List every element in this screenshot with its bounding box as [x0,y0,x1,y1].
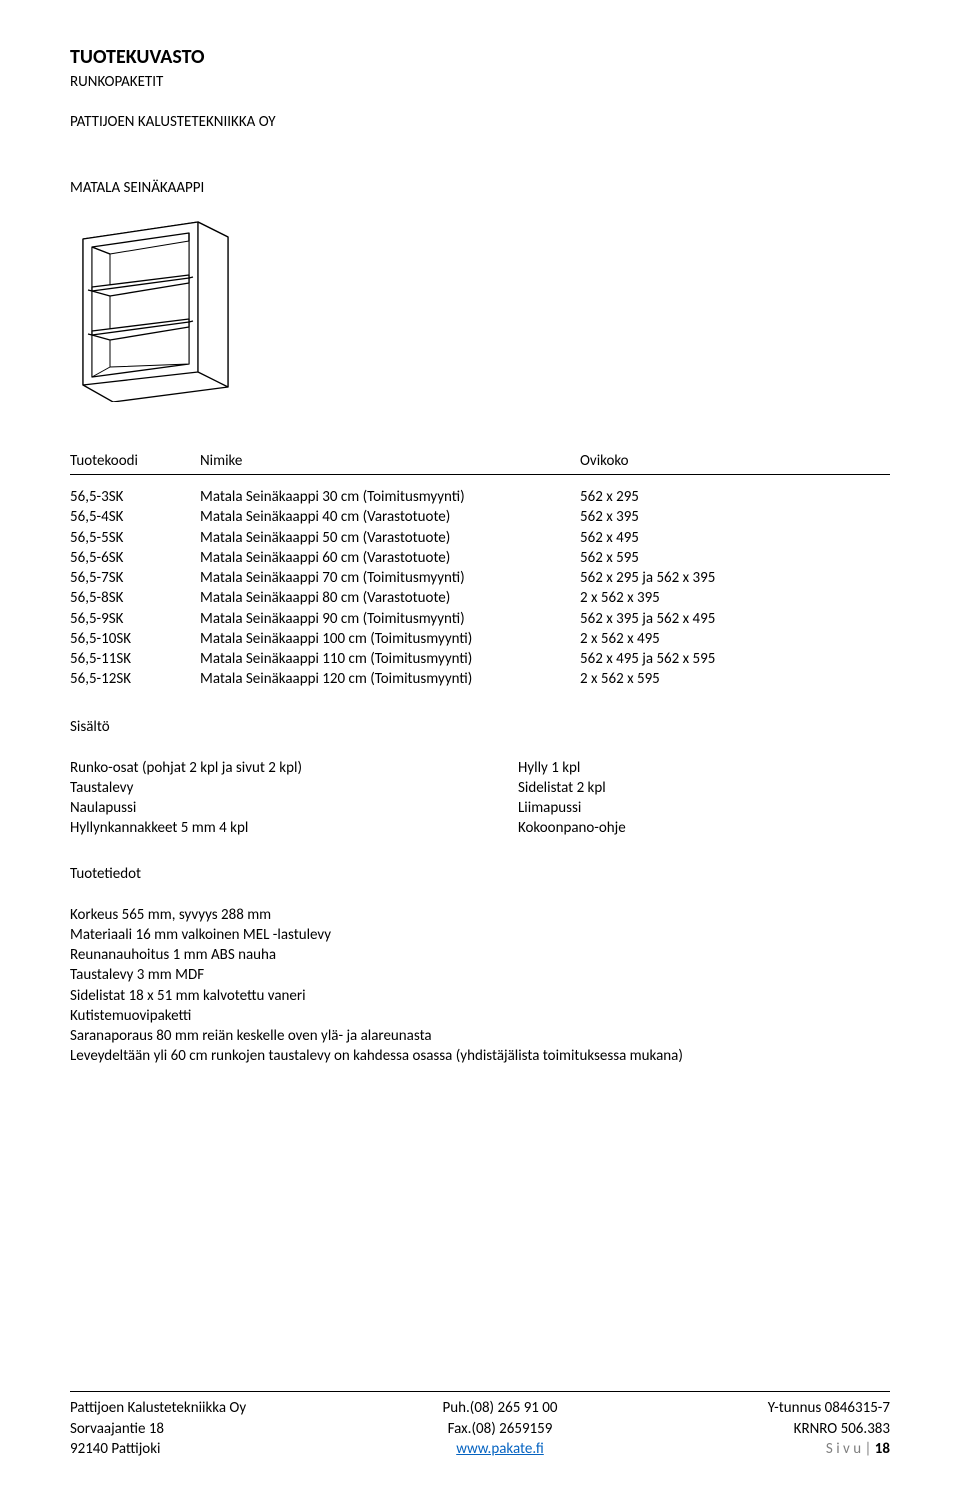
footer-row: Sorvaajantie 18 Fax.(08) 2659159 KRNRO 5… [70,1419,890,1439]
footer-phone: Puh.(08) 265 91 00 [370,1398,630,1418]
footer-website: www.pakate.fi [370,1439,630,1459]
details-line: Sidelistat 18 x 51 mm kalvotettu vaneri [70,986,890,1006]
cell-code: 56,5-4SK [70,507,200,527]
cell-name: Matala Seinäkaappi 120 cm (Toimitusmyynt… [200,669,580,689]
footer-company: Pattijoen Kalustetekniikka Oy [70,1398,370,1418]
page-label: S i v u [826,1440,861,1458]
cell-name: Matala Seinäkaappi 50 cm (Varastotuote) [200,528,580,548]
table-row: 56,5-5SKMatala Seinäkaappi 50 cm (Varast… [70,528,890,548]
cell-name: Matala Seinäkaappi 110 cm (Toimitusmyynt… [200,649,580,669]
footer-row: Pattijoen Kalustetekniikka Oy Puh.(08) 2… [70,1398,890,1418]
contents-item: Taustalevy [70,778,518,798]
contents-item: Sidelistat 2 kpl [518,778,890,798]
cell-name: Matala Seinäkaappi 30 cm (Toimitusmyynti… [200,487,580,507]
cell-code: 56,5-7SK [70,568,200,588]
column-header-code: Tuotekoodi [70,452,200,470]
details-line: Leveydeltään yli 60 cm runkojen taustale… [70,1046,890,1066]
table-row: 56,5-9SKMatala Seinäkaappi 90 cm (Toimit… [70,609,890,629]
contents-columns: Runko-osat (pohjat 2 kpl ja sivut 2 kpl)… [70,758,890,839]
details-title: Tuotetiedot [70,865,890,883]
cell-size: 562 x 595 [580,548,890,568]
cell-size: 2 x 562 x 495 [580,629,890,649]
document-subheading: RUNKOPAKETIT [70,73,890,91]
footer-address: Sorvaajantie 18 [70,1419,370,1439]
table-row: 56,5-7SKMatala Seinäkaappi 70 cm (Toimit… [70,568,890,588]
cell-name: Matala Seinäkaappi 70 cm (Toimitusmyynti… [200,568,580,588]
contents-item: Kokoonpano-ohje [518,818,890,838]
cell-size: 562 x 295 ja 562 x 395 [580,568,890,588]
cell-code: 56,5-3SK [70,487,200,507]
website-link[interactable]: www.pakate.fi [456,1440,544,1458]
section-title: MATALA SEINÄKAAPPI [70,179,890,197]
contents-item: Naulapussi [70,798,518,818]
column-header-name: Nimike [200,452,580,470]
cell-size: 562 x 395 [580,507,890,527]
page-footer: Pattijoen Kalustetekniikka Oy Puh.(08) 2… [70,1391,890,1459]
contents-item: Runko-osat (pohjat 2 kpl ja sivut 2 kpl) [70,758,518,778]
contents-title: Sisältö [70,718,890,736]
table-row: 56,5-8SKMatala Seinäkaappi 80 cm (Varast… [70,588,890,608]
cell-code: 56,5-12SK [70,669,200,689]
company-name: PATTIJOEN KALUSTETEKNIIKKA OY [70,113,890,131]
contents-item: Liimapussi [518,798,890,818]
cell-code: 56,5-5SK [70,528,200,548]
details-line: Reunanauhoitus 1 mm ABS nauha [70,945,890,965]
contents-item: Hylly 1 kpl [518,758,890,778]
cell-name: Matala Seinäkaappi 80 cm (Varastotuote) [200,588,580,608]
details-line: Materiaali 16 mm valkoinen MEL -lastulev… [70,925,890,945]
table-row: 56,5-6SKMatala Seinäkaappi 60 cm (Varast… [70,548,890,568]
details-line: Korkeus 565 mm, syvyys 288 mm [70,905,890,925]
cell-name: Matala Seinäkaappi 60 cm (Varastotuote) [200,548,580,568]
cell-size: 2 x 562 x 595 [580,669,890,689]
column-header-size: Ovikoko [580,452,890,470]
footer-row: 92140 Pattijoki www.pakate.fi S i v u | … [70,1439,890,1459]
cell-size: 2 x 562 x 395 [580,588,890,608]
cell-name: Matala Seinäkaappi 90 cm (Toimitusmyynti… [200,609,580,629]
cell-code: 56,5-8SK [70,588,200,608]
details-line: Saranaporaus 80 mm reiän keskelle oven y… [70,1026,890,1046]
cell-name: Matala Seinäkaappi 40 cm (Varastotuote) [200,507,580,527]
table-row: 56,5-10SKMatala Seinäkaappi 100 cm (Toim… [70,629,890,649]
cell-code: 56,5-10SK [70,629,200,649]
product-table-header: Tuotekoodi Nimike Ovikoko [70,452,890,475]
table-row: 56,5-12SKMatala Seinäkaappi 120 cm (Toim… [70,669,890,689]
cell-size: 562 x 495 [580,528,890,548]
document-title: TUOTEKUVASTO [70,45,890,69]
contents-item: Hyllynkannakkeet 5 mm 4 kpl [70,818,518,838]
page-separator: | [861,1440,875,1458]
product-table-body: 56,5-3SKMatala Seinäkaappi 30 cm (Toimit… [70,487,890,690]
footer-businessid: Y-tunnus 0846315-7 [630,1398,890,1418]
cell-code: 56,5-11SK [70,649,200,669]
cell-code: 56,5-6SK [70,548,200,568]
cabinet-illustration [78,217,890,402]
footer-city: 92140 Pattijoki [70,1439,370,1459]
cell-size: 562 x 495 ja 562 x 595 [580,649,890,669]
cell-size: 562 x 395 ja 562 x 495 [580,609,890,629]
table-row: 56,5-3SKMatala Seinäkaappi 30 cm (Toimit… [70,487,890,507]
cell-size: 562 x 295 [580,487,890,507]
footer-krnro: KRNRO 506.383 [630,1419,890,1439]
cell-code: 56,5-9SK [70,609,200,629]
contents-right-column: Hylly 1 kplSidelistat 2 kplLiimapussiKok… [518,758,890,839]
cell-name: Matala Seinäkaappi 100 cm (Toimitusmyynt… [200,629,580,649]
page-number-value: 18 [875,1440,890,1458]
contents-left-column: Runko-osat (pohjat 2 kpl ja sivut 2 kpl)… [70,758,518,839]
details-line: Taustalevy 3 mm MDF [70,965,890,985]
details-body: Korkeus 565 mm, syvyys 288 mmMateriaali … [70,905,890,1067]
table-row: 56,5-4SKMatala Seinäkaappi 40 cm (Varast… [70,507,890,527]
page-number: S i v u | 18 [630,1439,890,1459]
details-line: Kutistemuovipaketti [70,1006,890,1026]
footer-fax: Fax.(08) 2659159 [370,1419,630,1439]
table-row: 56,5-11SKMatala Seinäkaappi 110 cm (Toim… [70,649,890,669]
